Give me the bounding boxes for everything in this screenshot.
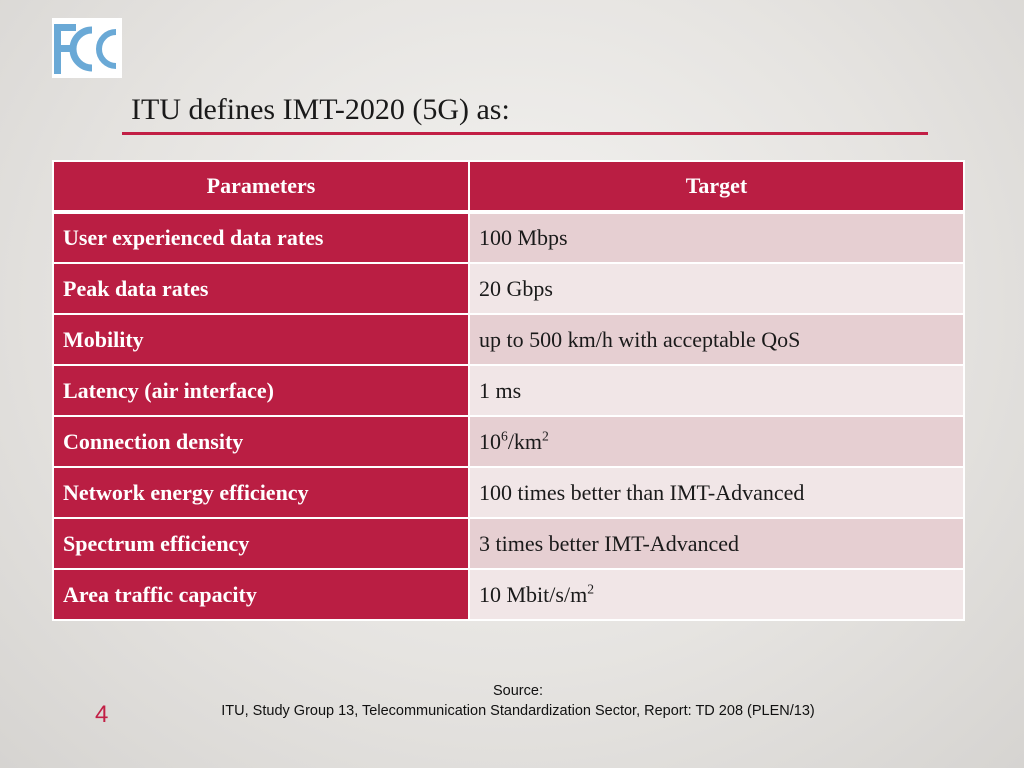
parameter-cell: Connection density	[52, 415, 470, 468]
target-cell: 20 Gbps	[468, 262, 965, 315]
table-row: Peak data rates 20 Gbps	[52, 262, 965, 315]
parameter-cell: Latency (air interface)	[52, 364, 470, 417]
table-row: Latency (air interface) 1 ms	[52, 364, 965, 417]
title-underline	[122, 132, 928, 135]
fcc-logo	[52, 18, 122, 78]
parameter-cell: Network energy efficiency	[52, 466, 470, 519]
target-base: 10	[479, 428, 501, 454]
source-text: ITU, Study Group 13, Telecommunication S…	[221, 703, 815, 719]
table-row: User experienced data rates 100 Mbps	[52, 211, 965, 264]
slide-title: ITU defines IMT-2020 (5G) as:	[131, 93, 510, 126]
target-cell: 3 times better IMT-Advanced	[468, 517, 965, 570]
target-cell: 106/km2	[468, 415, 965, 468]
target-cell: up to 500 km/h with acceptable QoS	[468, 313, 965, 366]
target-unit: /km	[507, 428, 543, 454]
table-row: Connection density 106/km2	[52, 415, 965, 468]
table-row: Mobility up to 500 km/h with acceptable …	[52, 313, 965, 366]
target-cell: 100 Mbps	[468, 211, 965, 264]
page-number: 4	[95, 701, 109, 728]
source-citation: Source: ITU, Study Group 13, Telecommuni…	[180, 681, 856, 721]
table-row: Spectrum efficiency 3 times better IMT-A…	[52, 517, 965, 570]
parameter-cell: User experienced data rates	[52, 211, 470, 264]
header-parameters: Parameters	[52, 160, 470, 214]
table-row: Area traffic capacity 10 Mbit/s/m2	[52, 568, 965, 621]
parameter-cell: Area traffic capacity	[52, 568, 470, 621]
parameter-cell: Mobility	[52, 313, 470, 366]
target-exponent: 6	[501, 428, 508, 444]
parameter-cell: Spectrum efficiency	[52, 517, 470, 570]
header-target: Target	[468, 160, 965, 214]
table-header-row: Parameters Target	[52, 160, 965, 214]
target-cell: 100 times better than IMT-Advanced	[468, 466, 965, 519]
target-cell: 1 ms	[468, 364, 965, 417]
target-cell: 10 Mbit/s/m2	[468, 568, 965, 621]
target-unit-exponent: 2	[542, 428, 549, 444]
imt-2020-table: Parameters Target User experienced data …	[52, 160, 965, 621]
parameter-cell: Peak data rates	[52, 262, 470, 315]
target-base: 10 Mbit/s/m	[479, 581, 588, 607]
source-label: Source:	[493, 683, 543, 699]
fcc-logo-icon	[54, 24, 117, 74]
table-row: Network energy efficiency 100 times bett…	[52, 466, 965, 519]
target-unit-exponent: 2	[587, 581, 594, 597]
